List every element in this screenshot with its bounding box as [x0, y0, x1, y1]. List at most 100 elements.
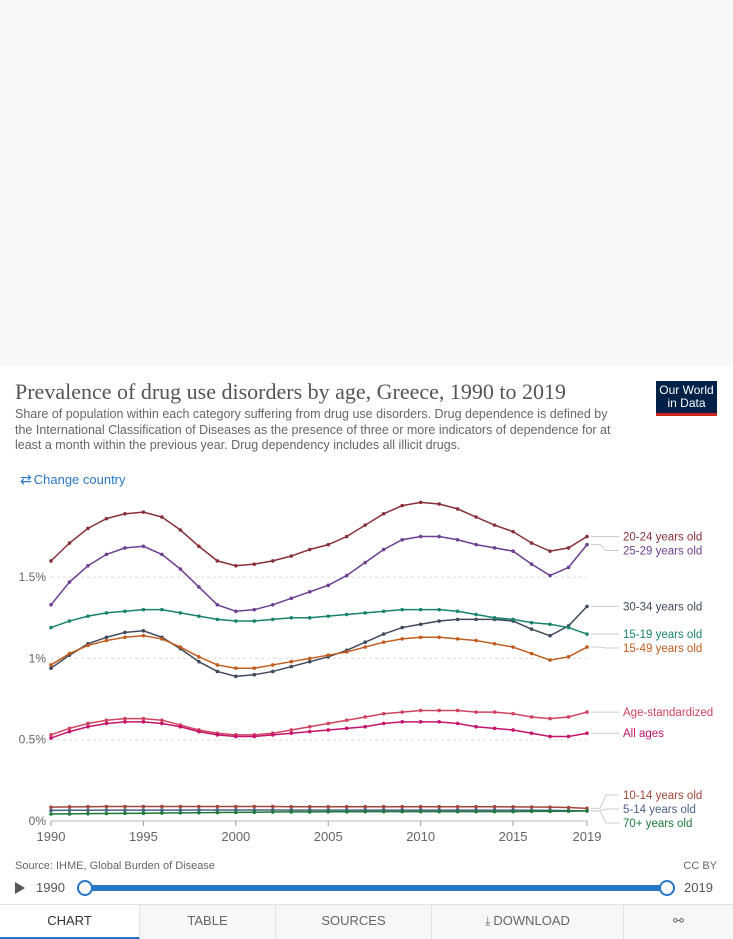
data-point[interactable] [160, 721, 164, 726]
data-point[interactable] [215, 810, 220, 815]
data-point[interactable] [529, 715, 534, 719]
data-point[interactable] [49, 666, 53, 670]
data-point[interactable] [86, 614, 90, 618]
data-point[interactable] [270, 602, 275, 607]
data-point[interactable] [492, 642, 497, 646]
data-point[interactable] [307, 724, 312, 729]
data-point[interactable] [344, 718, 349, 723]
tab-download[interactable]: ⤓ DOWNLOAD [432, 905, 624, 939]
series-group[interactable] [49, 633, 589, 670]
data-point[interactable] [67, 651, 72, 656]
data-point[interactable] [492, 726, 497, 731]
data-point[interactable] [215, 804, 220, 809]
data-point[interactable] [400, 625, 404, 630]
series-line[interactable] [50, 535, 588, 613]
data-point[interactable] [326, 728, 331, 732]
data-point[interactable] [344, 809, 349, 814]
data-point[interactable] [492, 546, 497, 550]
data-point[interactable] [123, 609, 127, 614]
data-point[interactable] [123, 546, 127, 550]
data-point[interactable] [234, 804, 238, 809]
data-point[interactable] [86, 563, 90, 568]
data-point[interactable] [400, 804, 404, 809]
series-group[interactable] [49, 708, 589, 737]
data-point[interactable] [566, 809, 571, 814]
data-point[interactable] [123, 635, 127, 640]
data-point[interactable] [307, 810, 312, 814]
data-point[interactable] [548, 716, 552, 721]
data-point[interactable] [215, 559, 220, 563]
data-point[interactable] [141, 510, 146, 514]
legend-label[interactable]: 20-24 years old [623, 532, 702, 544]
data-point[interactable] [289, 728, 294, 732]
data-point[interactable] [363, 724, 368, 729]
data-point[interactable] [566, 625, 571, 630]
data-point[interactable] [344, 573, 349, 578]
data-point[interactable] [548, 734, 552, 739]
data-point[interactable] [474, 809, 478, 814]
data-point[interactable] [307, 547, 312, 552]
series-line[interactable] [50, 709, 588, 736]
data-point[interactable] [437, 534, 441, 539]
data-point[interactable] [400, 637, 404, 641]
data-point[interactable] [252, 562, 257, 566]
license-link[interactable]: CC BY [683, 860, 717, 872]
data-point[interactable] [474, 710, 478, 714]
series-group[interactable] [49, 604, 589, 679]
tab-table[interactable]: TABLE [140, 905, 276, 939]
change-country-button[interactable]: ⇄ Change country [20, 471, 126, 488]
data-point[interactable] [455, 721, 460, 726]
data-point[interactable] [197, 729, 201, 734]
data-point[interactable] [474, 612, 478, 617]
data-point[interactable] [511, 711, 515, 716]
data-point[interactable] [326, 721, 331, 726]
data-point[interactable] [289, 810, 294, 814]
data-point[interactable] [344, 650, 349, 654]
data-point[interactable] [585, 534, 589, 539]
data-point[interactable] [49, 602, 53, 607]
data-point[interactable] [529, 731, 534, 736]
data-point[interactable] [234, 674, 238, 679]
data-point[interactable] [418, 635, 423, 640]
data-point[interactable] [234, 734, 238, 739]
legend-label[interactable]: 10-14 years old [623, 790, 702, 802]
data-point[interactable] [178, 811, 183, 815]
data-point[interactable] [123, 720, 127, 724]
data-point[interactable] [67, 808, 72, 813]
data-point[interactable] [178, 804, 183, 809]
data-point[interactable] [104, 804, 109, 809]
data-point[interactable] [529, 651, 534, 656]
data-point[interactable] [566, 546, 571, 550]
source-note[interactable]: Source: IHME, Global Burden of Disease [15, 860, 215, 872]
data-point[interactable] [474, 724, 478, 729]
data-point[interactable] [49, 559, 53, 563]
owid-logo[interactable]: Our World in Data [656, 381, 717, 416]
data-point[interactable] [234, 619, 238, 623]
data-point[interactable] [418, 809, 423, 814]
data-point[interactable] [123, 511, 127, 516]
data-point[interactable] [104, 635, 109, 640]
data-point[interactable] [289, 804, 294, 809]
series-group[interactable] [49, 500, 589, 568]
data-point[interactable] [270, 804, 275, 809]
data-point[interactable] [197, 810, 201, 815]
data-point[interactable] [492, 615, 497, 620]
data-point[interactable] [418, 720, 423, 724]
data-point[interactable] [234, 666, 238, 670]
data-point[interactable] [363, 809, 368, 814]
series-line[interactable] [50, 809, 588, 812]
data-point[interactable] [511, 809, 515, 814]
data-point[interactable] [197, 808, 201, 812]
series-group[interactable] [49, 607, 589, 636]
data-point[interactable] [67, 812, 72, 816]
data-point[interactable] [566, 715, 571, 719]
data-point[interactable] [381, 809, 386, 814]
data-point[interactable] [270, 617, 275, 622]
play-icon[interactable] [15, 882, 25, 894]
data-point[interactable] [363, 645, 368, 649]
data-point[interactable] [492, 809, 497, 814]
data-point[interactable] [141, 633, 146, 638]
data-point[interactable] [400, 720, 404, 724]
data-point[interactable] [178, 808, 183, 812]
data-point[interactable] [529, 562, 534, 566]
